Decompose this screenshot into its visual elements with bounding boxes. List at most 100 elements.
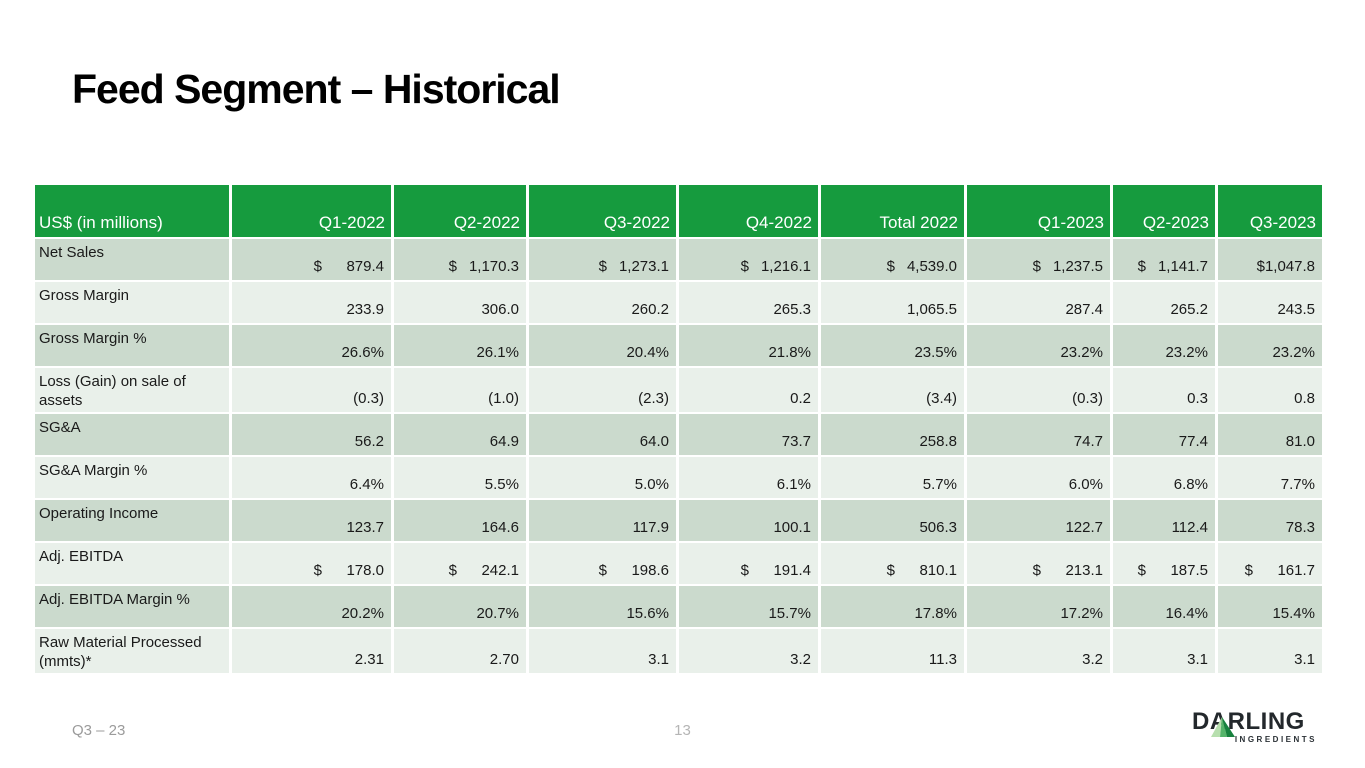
cell-value: 26.6% [341, 344, 384, 361]
table-cell: 1,065.5 [821, 282, 967, 323]
cell-value: 810.1 [919, 562, 957, 579]
column-header: Q2-2023 [1113, 185, 1218, 237]
currency-symbol: $ [1137, 258, 1146, 275]
cell-value: 26.1% [476, 344, 519, 361]
table-cell: 64.9 [394, 414, 529, 455]
cell-value: 5.5% [484, 476, 519, 493]
cell-value: 258.8 [919, 433, 957, 450]
table-cell: 15.7% [679, 586, 821, 627]
logo-subtitle: INGREDIENTS [1234, 735, 1317, 744]
cell-value: 1,065.5 [906, 301, 957, 318]
currency-symbol: $ [598, 562, 607, 579]
footer-quarter-label: Q3 – 23 [72, 722, 126, 739]
table-cell: $810.1 [821, 543, 967, 584]
table-cell: $198.6 [529, 543, 679, 584]
cell-value: 1,170.3 [468, 258, 519, 275]
cell-value: (1.0) [488, 390, 519, 407]
table-cell: 3.1 [1113, 629, 1218, 673]
table-cell: 23.5% [821, 325, 967, 366]
table-cell: 16.4% [1113, 586, 1218, 627]
logo-wordmark-text: DARLING [1192, 708, 1305, 735]
table-cell: 74.7 [967, 414, 1113, 455]
table-cell: $1,047.8 [1218, 239, 1322, 280]
table-cell: $161.7 [1218, 543, 1322, 584]
table-cell: $242.1 [394, 543, 529, 584]
table-cell: 7.7% [1218, 457, 1322, 498]
cell-value: 191.4 [773, 562, 811, 579]
cell-value: 64.9 [489, 433, 519, 450]
column-header: Q3-2022 [529, 185, 679, 237]
table-cell: (3.4) [821, 368, 967, 412]
currency-symbol: $ [598, 258, 607, 275]
table-cell: $187.5 [1113, 543, 1218, 584]
currency-symbol: $ [1137, 562, 1146, 579]
table-cell: 3.2 [679, 629, 821, 673]
financial-table: US$ (in millions) Q1-2022 Q2-2022 Q3-2022 Q4… [35, 185, 1322, 673]
table-cell: 0.2 [679, 368, 821, 412]
table-row: Raw Material Processed (mmts)* 2.31 2.70 3.… [35, 629, 1322, 673]
cell-value: 122.7 [1065, 519, 1103, 536]
cell-value: 3.1 [1187, 651, 1208, 668]
cell-value: 1,216.1 [760, 258, 811, 275]
cell-value: 20.2% [341, 605, 384, 622]
cell-value: 213.1 [1065, 562, 1103, 579]
table-row: Operating Income 123.7 164.6 117.9 100.1 506.… [35, 500, 1322, 541]
cell-value: 306.0 [481, 301, 519, 318]
column-header: Q1-2023 [967, 185, 1113, 237]
cell-value: 100.1 [773, 519, 811, 536]
table-cell: 20.4% [529, 325, 679, 366]
table-cell: 26.6% [232, 325, 394, 366]
cell-value: (3.4) [926, 390, 957, 407]
row-label: Gross Margin [35, 282, 232, 323]
column-header: Q2-2022 [394, 185, 529, 237]
table-cell: 3.1 [529, 629, 679, 673]
table-cell: 17.2% [967, 586, 1113, 627]
cell-value: 243.5 [1277, 301, 1315, 318]
table-cell: 23.2% [1113, 325, 1218, 366]
page-number: 13 [674, 722, 691, 739]
currency-symbol: $ [1244, 562, 1253, 579]
table-cell: 6.1% [679, 457, 821, 498]
table-cell: 0.8 [1218, 368, 1322, 412]
cell-value: 879.4 [346, 258, 384, 275]
cell-value: 3.1 [648, 651, 669, 668]
cell-value: 6.4% [349, 476, 384, 493]
row-label: Operating Income [35, 500, 232, 541]
table-cell: 6.0% [967, 457, 1113, 498]
table-cell: 3.2 [967, 629, 1113, 673]
table-cell: 20.2% [232, 586, 394, 627]
cell-value: 56.2 [354, 433, 384, 450]
cell-value: 0.3 [1187, 390, 1208, 407]
table-cell: $1,216.1 [679, 239, 821, 280]
table-cell: 123.7 [232, 500, 394, 541]
cell-value: (0.3) [353, 390, 384, 407]
column-header: Total 2022 [821, 185, 967, 237]
table-row: Loss (Gain) on sale of assets (0.3) (1.0) (… [35, 368, 1322, 412]
cell-value: 265.2 [1170, 301, 1208, 318]
cell-value: 123.7 [346, 519, 384, 536]
table-cell: 56.2 [232, 414, 394, 455]
row-label: Net Sales [35, 239, 232, 280]
table-cell: 5.0% [529, 457, 679, 498]
cell-value: 74.7 [1073, 433, 1103, 450]
cell-value: 81.0 [1285, 433, 1315, 450]
cell-value: 15.6% [626, 605, 669, 622]
cell-value: (0.3) [1072, 390, 1103, 407]
table-cell: 306.0 [394, 282, 529, 323]
table-cell: $4,539.0 [821, 239, 967, 280]
cell-value: 0.2 [790, 390, 811, 407]
table-cell: $1,170.3 [394, 239, 529, 280]
table-cell: $879.4 [232, 239, 394, 280]
table-cell: 164.6 [394, 500, 529, 541]
table-cell: (1.0) [394, 368, 529, 412]
currency-symbol: $ [740, 562, 749, 579]
table-cell: 3.1 [1218, 629, 1322, 673]
table-row: Adj. EBITDA Margin % 20.2% 20.7% 15.6% 15.7%… [35, 586, 1322, 627]
table-cell: 265.2 [1113, 282, 1218, 323]
table-cell: $1,273.1 [529, 239, 679, 280]
table-cell: 23.2% [1218, 325, 1322, 366]
table-cell: 73.7 [679, 414, 821, 455]
cell-value: 11.3 [928, 651, 957, 668]
page-title: Feed Segment – Historical [72, 66, 561, 112]
cell-value: 161.7 [1277, 562, 1315, 579]
